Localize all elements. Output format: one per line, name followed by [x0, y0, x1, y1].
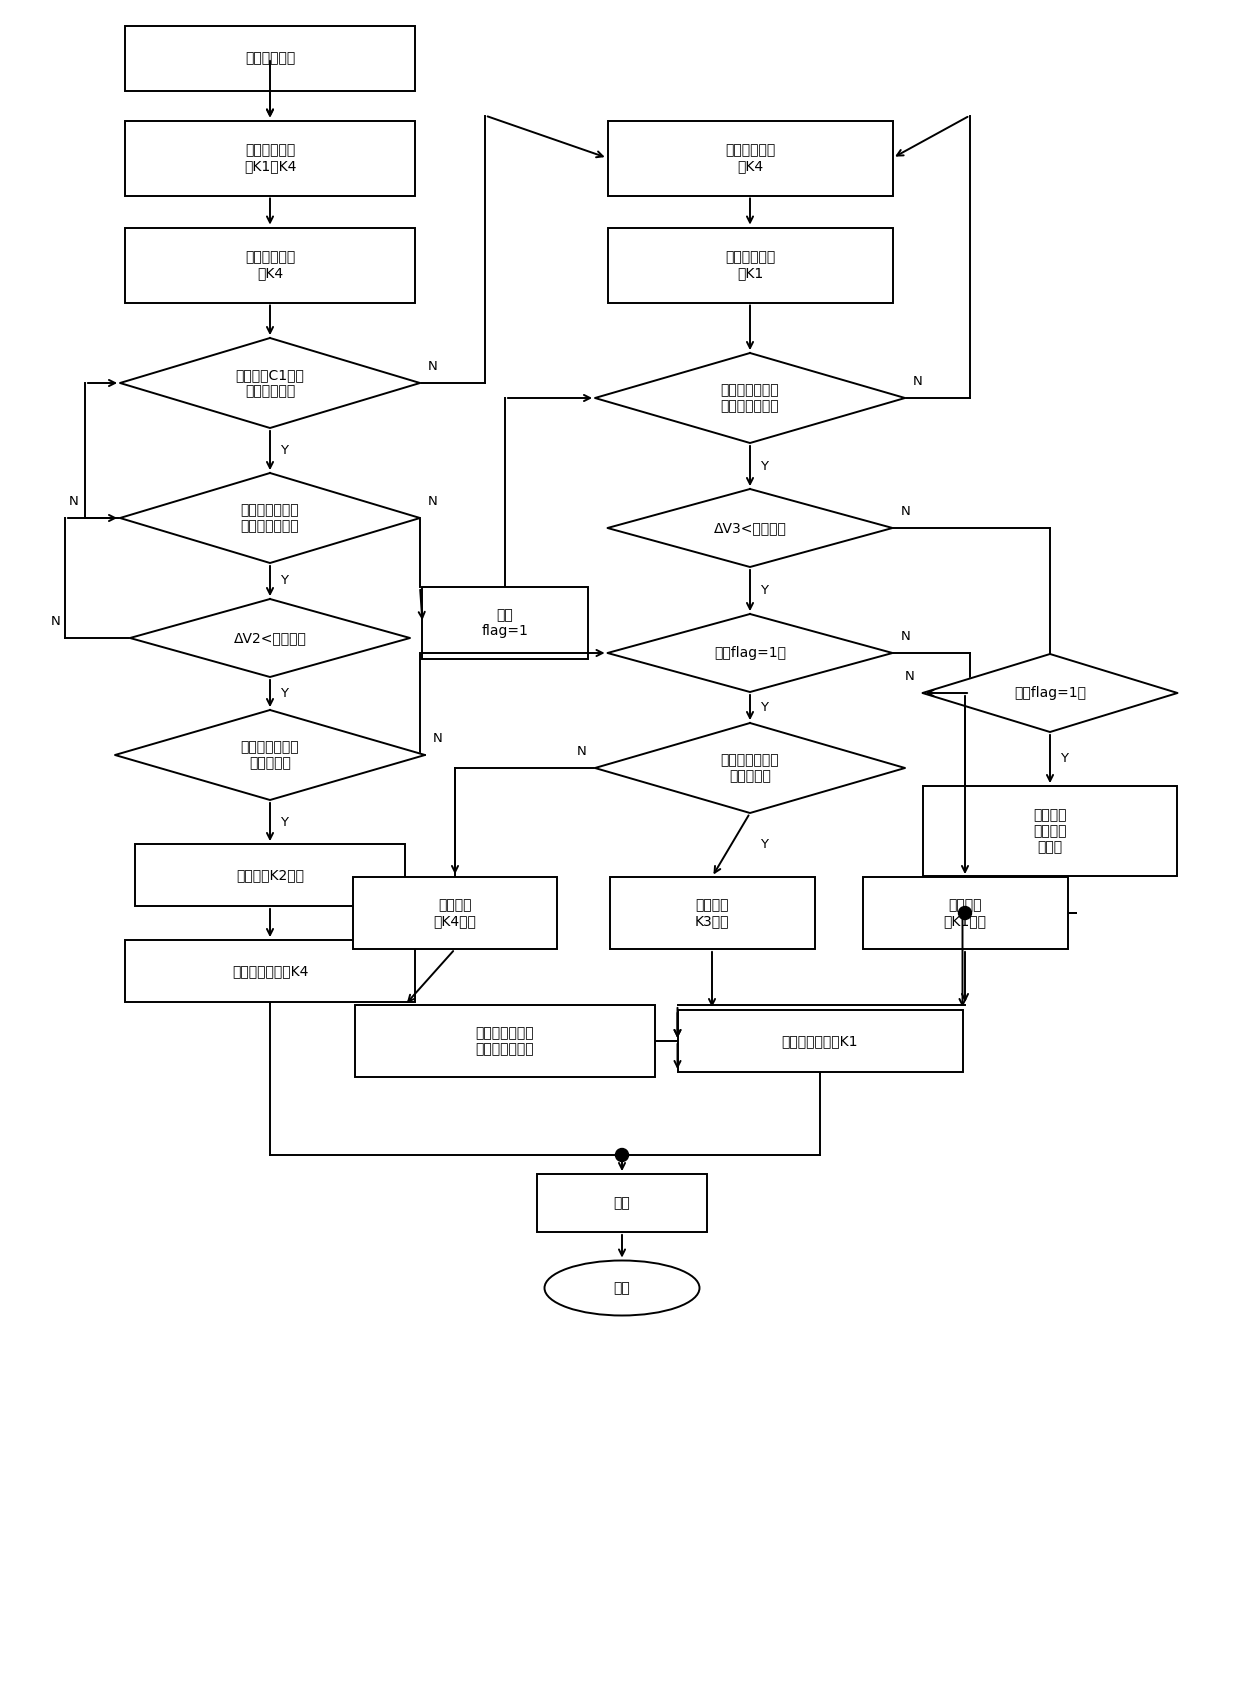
Text: 容性负载C1两端
是否有电压？: 容性负载C1两端 是否有电压？ [236, 368, 305, 399]
Ellipse shape [544, 1260, 699, 1315]
Polygon shape [923, 654, 1178, 732]
Text: 正接触器K2烧结: 正接触器K2烧结 [236, 869, 304, 882]
FancyBboxPatch shape [125, 228, 415, 303]
Text: 断开预充接触
器K1和K4: 断开预充接触 器K1和K4 [244, 143, 296, 174]
Text: Y: Y [280, 816, 288, 828]
FancyBboxPatch shape [610, 877, 815, 949]
FancyBboxPatch shape [923, 787, 1178, 875]
FancyBboxPatch shape [135, 845, 405, 906]
FancyBboxPatch shape [355, 1005, 655, 1076]
Text: N: N [900, 506, 910, 518]
Polygon shape [130, 599, 410, 678]
Text: Y: Y [760, 584, 768, 598]
Text: N: N [900, 630, 910, 644]
Polygon shape [115, 710, 425, 800]
Text: 闭合预充接触
器K4: 闭合预充接触 器K4 [244, 250, 295, 279]
FancyBboxPatch shape [537, 1173, 707, 1231]
Text: 正接触器
K3烧结: 正接触器 K3烧结 [694, 897, 729, 928]
Polygon shape [120, 473, 420, 564]
Text: 预充接触
器K1烧结: 预充接触 器K1烧结 [944, 897, 987, 928]
Text: 预充接触
器K4烧结: 预充接触 器K4烧结 [434, 897, 476, 928]
Text: ΔV3<预设值？: ΔV3<预设值？ [713, 521, 786, 535]
Text: 断开预充接触
器K4: 断开预充接触 器K4 [725, 143, 775, 174]
FancyBboxPatch shape [863, 877, 1068, 949]
Text: N: N [68, 496, 78, 507]
Text: 错误flag=1？: 错误flag=1？ [1014, 686, 1086, 700]
Text: Y: Y [760, 460, 768, 472]
Polygon shape [595, 724, 905, 812]
Text: N: N [905, 669, 915, 683]
Text: 断开预充接触器K1: 断开预充接触器K1 [781, 1034, 858, 1047]
Polygon shape [120, 337, 420, 427]
Text: 闭合预充接触
器K1: 闭合预充接触 器K1 [725, 250, 775, 279]
Text: 无接触器
异常，预
充失败: 无接触器 异常，预 充失败 [1033, 807, 1066, 855]
Text: Y: Y [760, 838, 768, 852]
FancyBboxPatch shape [125, 940, 415, 1001]
Text: N: N [428, 359, 438, 373]
Text: N: N [51, 615, 60, 628]
Circle shape [615, 1148, 629, 1161]
FancyBboxPatch shape [423, 588, 588, 659]
Text: 上升速率小于预
设速度值？: 上升速率小于预 设速度值？ [720, 753, 779, 783]
Text: 结束: 结束 [614, 1281, 630, 1294]
Text: Y: Y [1060, 753, 1068, 766]
Circle shape [959, 906, 971, 920]
FancyBboxPatch shape [608, 228, 893, 303]
Text: N: N [428, 496, 438, 507]
FancyBboxPatch shape [608, 121, 893, 196]
FancyBboxPatch shape [125, 26, 415, 90]
Text: 报警: 报警 [614, 1196, 630, 1211]
FancyBboxPatch shape [677, 1010, 962, 1071]
Polygon shape [608, 615, 893, 691]
Text: ΔV2<预设值？: ΔV2<预设值？ [233, 632, 306, 645]
Polygon shape [595, 353, 905, 443]
Text: 断开预充接触器K4: 断开预充接触器K4 [232, 964, 309, 978]
Text: 错误flag=1？: 错误flag=1？ [714, 645, 786, 661]
Text: Y: Y [280, 444, 288, 456]
Text: N: N [578, 744, 587, 758]
Text: 错误二的判断: 错误二的判断 [244, 51, 295, 65]
Text: Y: Y [280, 574, 288, 588]
Text: 异常诊断，双边
均有接触器烧结: 异常诊断，双边 均有接触器烧结 [476, 1025, 534, 1056]
Text: 错误
flag=1: 错误 flag=1 [481, 608, 528, 639]
FancyBboxPatch shape [125, 121, 415, 196]
Text: 预充时间是否小
于预设时间值？: 预充时间是否小 于预设时间值？ [720, 383, 779, 414]
Text: Y: Y [760, 702, 768, 714]
FancyBboxPatch shape [352, 877, 558, 949]
Polygon shape [608, 489, 893, 567]
Text: Y: Y [280, 686, 288, 700]
Text: 上升速率小于预
设速度值？: 上升速率小于预 设速度值？ [241, 739, 299, 770]
Text: N: N [913, 375, 923, 388]
Text: N: N [433, 732, 443, 744]
Text: 预充时间是否小
于预设时间值？: 预充时间是否小 于预设时间值？ [241, 502, 299, 533]
